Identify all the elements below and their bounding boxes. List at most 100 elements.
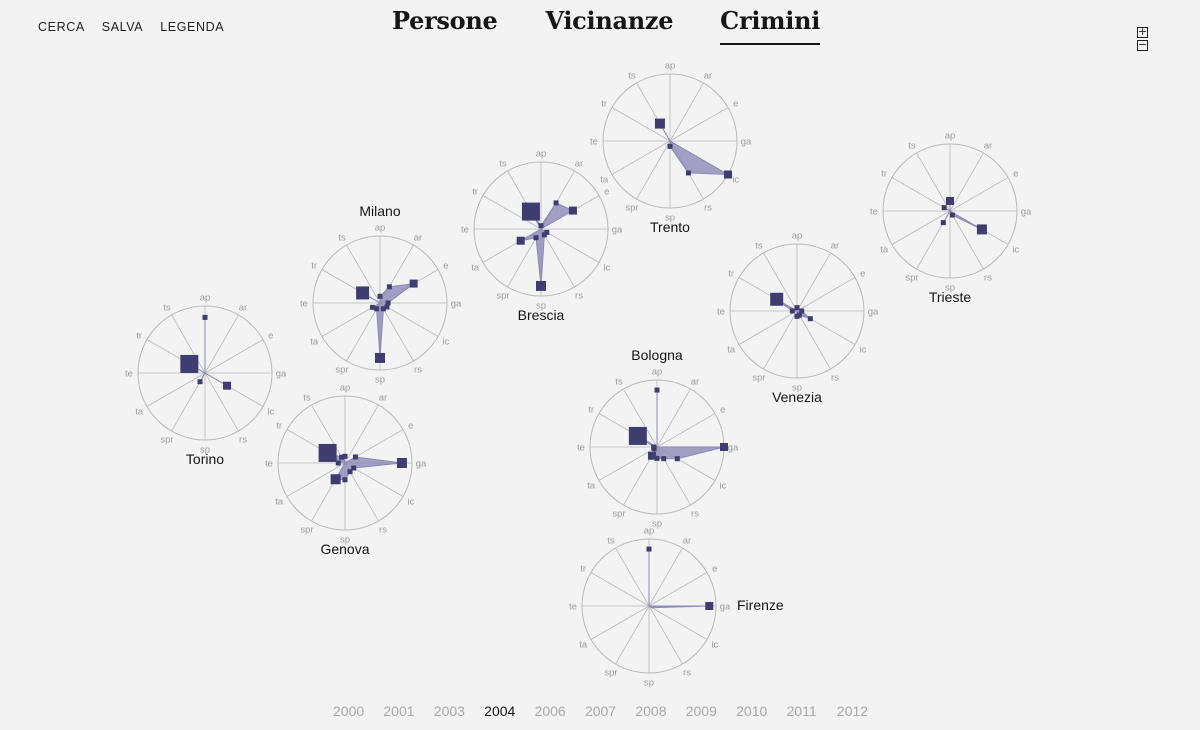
marker-brescia-e[interactable]	[568, 206, 577, 215]
radar-genova[interactable]: ap ar e ga ic rs sp spr ta te tr ts Genova	[265, 383, 427, 558]
marker-venezia-ap[interactable]	[794, 305, 800, 311]
marker-genova-sp[interactable]	[342, 477, 348, 483]
year-2006[interactable]: 2006	[534, 703, 566, 719]
axis-label-sp: sp	[792, 383, 802, 394]
year-2001[interactable]: 2001	[383, 703, 415, 719]
axis-label-ic: ic	[719, 481, 726, 492]
tab-vicinanze[interactable]: Vicinanze	[545, 6, 674, 35]
marker-trieste-ic[interactable]	[976, 224, 987, 235]
marker-trento-sp[interactable]	[667, 143, 673, 149]
zoom-controls: + −	[1137, 25, 1148, 51]
city-label-torino: Torino	[186, 451, 224, 467]
marker-milano-ic[interactable]	[384, 304, 390, 310]
axis-line-e	[669, 107, 729, 142]
axis-label-ic: ic	[267, 407, 274, 418]
zoom-in-button[interactable]: +	[1137, 25, 1148, 38]
axis-label-ta: ta	[310, 337, 319, 348]
year-2008[interactable]: 2008	[635, 703, 667, 719]
year-2004[interactable]: 2004	[484, 703, 516, 719]
marker-bologna-rs[interactable]	[661, 456, 667, 462]
year-2011[interactable]: 2011	[786, 703, 817, 719]
year-2010[interactable]: 2010	[736, 703, 768, 719]
marker-trieste-spr[interactable]	[940, 220, 946, 226]
axis-label-ga: ga	[720, 602, 731, 613]
marker-milano-sp[interactable]	[375, 352, 385, 363]
marker-bologna-sp[interactable]	[654, 455, 660, 461]
marker-brescia-ta[interactable]	[516, 236, 525, 245]
marker-genova-e[interactable]	[352, 454, 358, 460]
radar-trieste[interactable]: ap ar e ga ic rs sp spr ta te tr ts Trieste	[870, 131, 1032, 306]
save-link[interactable]: SALVA	[101, 20, 144, 34]
marker-genova-spr[interactable]	[330, 474, 341, 485]
axis-label-ap: ap	[945, 131, 956, 142]
legend-link[interactable]: LEGENDA	[160, 20, 225, 34]
tab-crimini[interactable]: Crimini	[720, 6, 821, 45]
marker-trieste-rs[interactable]	[949, 212, 955, 218]
marker-firenze-ga[interactable]	[705, 602, 714, 610]
tab-persone[interactable]: Persone	[392, 6, 498, 35]
marker-torino-ic[interactable]	[223, 381, 232, 390]
radar-trento[interactable]: ap ar e ga ic rs sp spr ta te tr ts Trento	[590, 61, 752, 236]
marker-milano-ap[interactable]	[377, 293, 383, 299]
marker-trento-ic[interactable]	[724, 170, 733, 179]
year-2000[interactable]: 2000	[333, 703, 365, 719]
marker-trieste-ap[interactable]	[946, 196, 954, 205]
marker-milano-tr[interactable]	[356, 286, 370, 300]
marker-venezia-tr[interactable]	[770, 292, 784, 306]
axis-line-tr	[590, 572, 650, 607]
marker-torino-spr[interactable]	[197, 379, 203, 385]
marker-genova-ts[interactable]	[339, 454, 345, 460]
radar-venezia[interactable]: ap ar e ga ic rs sp spr ta te tr ts Venezia	[717, 231, 879, 406]
radar-milano[interactable]: ap ar e ga ic rs sp spr ta te tr ts Milano	[300, 203, 462, 386]
marker-bologna-tr[interactable]	[628, 426, 647, 445]
marker-venezia-ic[interactable]	[807, 316, 813, 322]
year-2003[interactable]: 2003	[433, 703, 465, 719]
marker-genova-ap[interactable]	[342, 453, 348, 459]
marker-trieste-tr[interactable]	[941, 205, 947, 211]
marker-brescia-rs[interactable]	[541, 232, 547, 238]
marker-brescia-ts[interactable]	[521, 202, 540, 221]
marker-torino-tr[interactable]	[180, 354, 199, 373]
axis-label-rs: rs	[379, 524, 387, 535]
marker-trento-ts[interactable]	[654, 118, 665, 129]
marker-bologna-ic[interactable]	[674, 456, 680, 462]
marker-brescia-spr[interactable]	[533, 235, 539, 241]
marker-torino-ap[interactable]	[202, 314, 208, 320]
marker-brescia-ar[interactable]	[553, 200, 559, 206]
marker-genova-tr[interactable]	[318, 443, 337, 462]
year-2012[interactable]: 2012	[836, 703, 869, 719]
marker-bologna-spr[interactable]	[647, 451, 656, 460]
marker-genova-ic[interactable]	[351, 465, 357, 471]
marker-brescia-sp[interactable]	[536, 280, 546, 291]
radar-bologna[interactable]: ap ar e ga ic rs sp spr ta te tr ts Bologna	[577, 347, 739, 530]
marker-milano-e[interactable]	[409, 279, 418, 288]
radar-firenze[interactable]: ap ar e ga ic rs sp spr ta te tr ts Firenze	[569, 526, 784, 689]
year-2009[interactable]: 2009	[685, 703, 717, 719]
marker-brescia-ap[interactable]	[538, 223, 544, 229]
axis-line-tr	[891, 177, 951, 212]
marker-venezia-ga[interactable]	[799, 308, 805, 314]
marker-milano-rs[interactable]	[380, 306, 386, 312]
marker-firenze-ap[interactable]	[646, 546, 652, 552]
radar-torino[interactable]: ap ar e ga ic rs sp spr ta te tr ts Torino	[125, 293, 287, 468]
marker-genova-rs[interactable]	[347, 469, 353, 475]
marker-bologna-ga[interactable]	[720, 443, 728, 451]
marker-bologna-ap[interactable]	[654, 387, 660, 393]
year-2007[interactable]: 2007	[584, 703, 617, 719]
marker-bologna-te[interactable]	[651, 444, 657, 450]
marker-milano-ar[interactable]	[386, 284, 392, 290]
zoom-out-button[interactable]: −	[1137, 38, 1148, 51]
marker-milano-spr[interactable]	[374, 306, 380, 312]
axis-line-ic	[540, 228, 600, 263]
marker-trento-rs[interactable]	[685, 170, 691, 176]
marker-milano-ga[interactable]	[385, 300, 391, 306]
city-label-milano: Milano	[359, 203, 400, 219]
marker-milano-ta[interactable]	[369, 304, 375, 310]
search-link[interactable]: CERCA	[38, 20, 85, 34]
marker-genova-ga[interactable]	[396, 458, 407, 468]
city-label-bologna: Bologna	[631, 347, 683, 363]
marker-genova-te[interactable]	[335, 460, 341, 466]
marker-venezia-sp[interactable]	[794, 313, 800, 319]
marker-venezia-te[interactable]	[789, 308, 795, 314]
radar-brescia[interactable]: ap ar e ga ic rs sp spr ta te tr ts Brescia	[461, 149, 623, 324]
